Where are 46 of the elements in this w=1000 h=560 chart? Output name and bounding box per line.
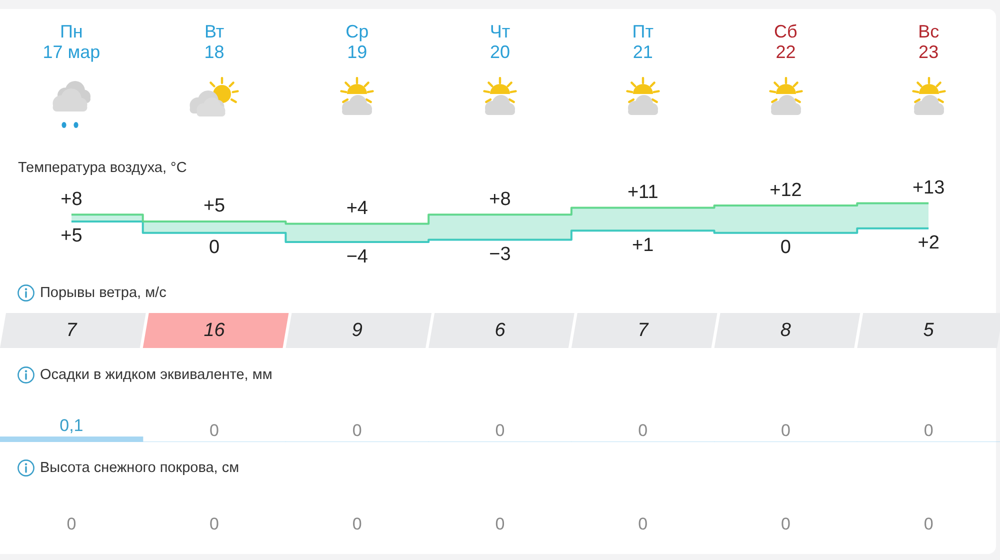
data-label: 0 <box>638 421 648 440</box>
text: Порывы ветра, м/с <box>40 285 166 301</box>
data-label: 0 <box>495 421 505 440</box>
data-label: 0 <box>210 421 220 440</box>
data-label: 8 <box>780 320 792 341</box>
data-label: 0 <box>352 421 362 440</box>
data-label: 7 <box>66 320 78 341</box>
x-tick-label: Сб 22 <box>774 21 798 62</box>
data-label: +2 <box>918 232 940 254</box>
x-tick-label: Пн 17 мар <box>42 21 100 62</box>
data-label: 0 <box>780 514 790 534</box>
data-label: 0 <box>66 514 76 534</box>
text: Высота снежного покрова, см <box>40 460 240 476</box>
data-label: +1 <box>632 234 654 256</box>
data-label: +12 <box>770 180 802 201</box>
data-label: 0 <box>210 514 220 534</box>
data-label: 0 <box>352 514 362 534</box>
data-label: −4 <box>346 246 368 268</box>
data-label: +5 <box>60 226 82 247</box>
data-label: +8 <box>60 188 82 210</box>
data-label: 0 <box>495 514 505 534</box>
data-label: 7 <box>638 320 650 341</box>
data-label: 9 <box>352 320 363 341</box>
data-label: −3 <box>489 244 511 265</box>
data-label: 5 <box>923 320 934 341</box>
data-label: 0 <box>924 421 934 440</box>
data-label: +11 <box>627 182 658 204</box>
data-label: 16 <box>204 320 226 341</box>
data-label: 0 <box>924 514 934 534</box>
data-label: 0 <box>780 237 792 258</box>
chart-title: Осадки в жидком эквиваленте, мм <box>40 367 272 383</box>
data-label: +4 <box>346 198 368 220</box>
x-tick-label: Ср 19 <box>346 21 369 62</box>
data-label: 0,1 <box>60 416 84 436</box>
data-label: +13 <box>912 177 945 198</box>
data-label: +8 <box>489 188 511 210</box>
x-tick-label: Чт 20 <box>490 21 510 62</box>
data-label: +5 <box>203 196 226 217</box>
x-tick-label: Пт 21 <box>632 21 654 62</box>
data-label: 0 <box>208 237 220 258</box>
data-label: 0 <box>638 514 648 534</box>
chart-title: Температура воздуха, °C <box>18 160 187 176</box>
data-label: 0 <box>780 421 790 440</box>
data-label: 6 <box>494 320 506 341</box>
x-tick-label: Вт 18 <box>204 21 224 62</box>
x-tick-label: Вс 23 <box>918 21 940 62</box>
